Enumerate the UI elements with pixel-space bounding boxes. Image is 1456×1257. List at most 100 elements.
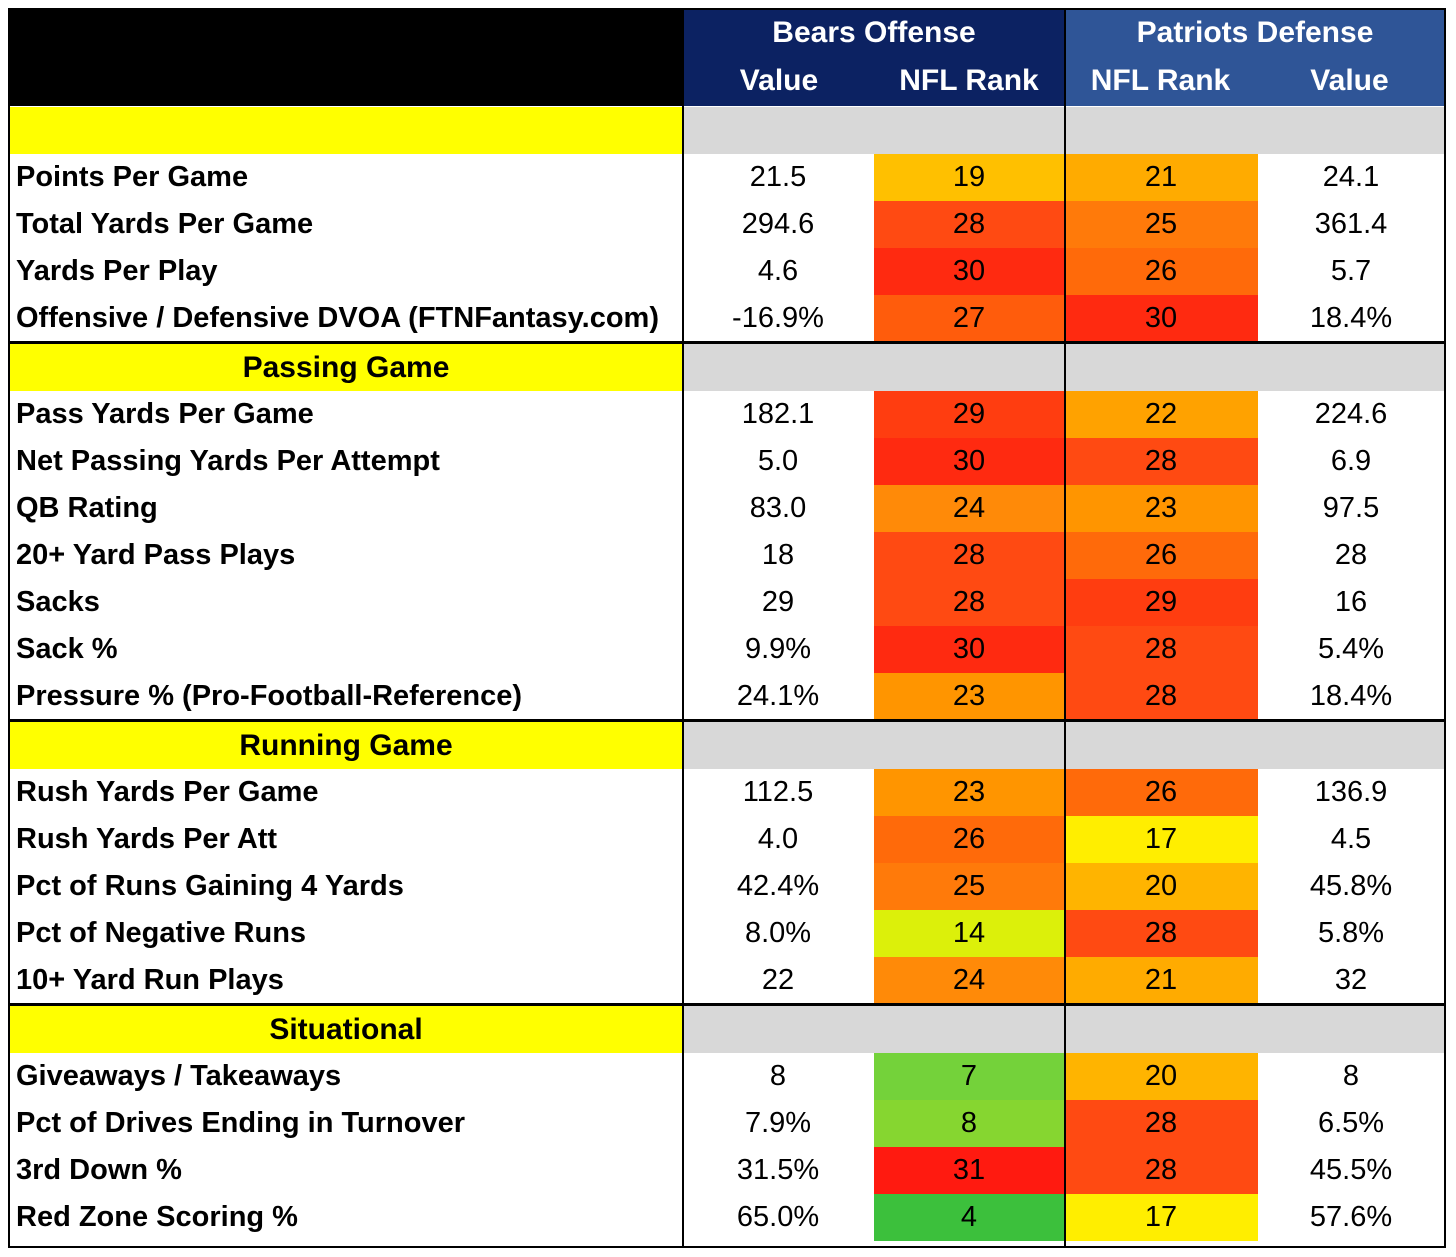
patriots-rank-header: NFL Rank	[1090, 64, 1231, 97]
patriots-value: 5.4%	[1317, 633, 1385, 665]
patriots-value: 24.1	[1322, 161, 1380, 193]
team-column-divider	[1064, 10, 1066, 1246]
section-header: Situational	[10, 1006, 1444, 1053]
bears-value: 5.0	[757, 445, 799, 477]
metric-label: 20+ Yard Pass Plays	[16, 539, 296, 571]
patriots-value: 45.5%	[1309, 1154, 1393, 1186]
label-column-divider	[682, 10, 684, 1246]
metric-label: Pressure % (Pro-Football-Reference)	[16, 680, 523, 712]
bears-value: 4.0	[757, 823, 799, 855]
patriots-value: 97.5	[1322, 492, 1380, 524]
bears-rank: 30	[874, 626, 1064, 673]
patriots-rank: 20	[1064, 863, 1258, 910]
section-header	[10, 107, 1444, 154]
section-title: Running Game	[10, 722, 682, 769]
patriots-rank: 26	[1064, 532, 1258, 579]
patriots-value: 361.4	[1314, 208, 1388, 240]
patriots-value: 57.6%	[1309, 1201, 1393, 1233]
bears-value: 83.0	[749, 492, 807, 524]
metric-label: 10+ Yard Run Plays	[16, 964, 284, 996]
table-row: Offensive / Defensive DVOA (FTNFantasy.c…	[10, 295, 1444, 342]
patriots-rank: 21	[1064, 154, 1258, 201]
table-row: QB Rating 83.0 24 23 97.5	[10, 485, 1444, 532]
metric-label: Pass Yards Per Game	[16, 398, 314, 430]
section-divider	[10, 1003, 1444, 1006]
metric-label: Pct of Runs Gaining 4 Yards	[16, 870, 404, 902]
patriots-value: 136.9	[1314, 776, 1388, 808]
patriots-rank: 28	[1064, 910, 1258, 957]
patriots-rank: 28	[1064, 1100, 1258, 1147]
table-row: Pass Yards Per Game 182.1 29 22 224.6	[10, 391, 1444, 438]
table-row: Points Per Game 21.5 19 21 24.1	[10, 154, 1444, 201]
bears-value: 7.9%	[744, 1107, 812, 1139]
patriots-value: 6.9	[1330, 445, 1372, 477]
section-header: Running Game	[10, 722, 1444, 769]
patriots-rank: 17	[1064, 1194, 1258, 1241]
bears-value: -16.9%	[732, 302, 824, 334]
patriots-rank: 25	[1064, 201, 1258, 248]
bears-value-header: Value	[739, 64, 819, 97]
section-divider	[10, 341, 1444, 344]
metric-label: Pct of Negative Runs	[16, 917, 307, 949]
bears-rank: 25	[874, 863, 1064, 910]
bears-value: 65.0%	[736, 1201, 820, 1233]
bears-value: 31.5%	[736, 1154, 820, 1186]
patriots-rank: 21	[1064, 957, 1258, 1004]
metric-label: Offensive / Defensive DVOA (FTNFantasy.c…	[16, 302, 659, 334]
bears-rank: 28	[874, 201, 1064, 248]
bears-rank: 4	[874, 1194, 1064, 1241]
patriots-value: 18.4%	[1309, 680, 1393, 712]
bears-rank: 19	[874, 154, 1064, 201]
patriots-value: 45.8%	[1309, 870, 1393, 902]
table-row: Pct of Negative Runs 8.0% 14 28 5.8%	[10, 910, 1444, 957]
table-row: Net Passing Yards Per Attempt 5.0 30 28 6.9	[10, 438, 1444, 485]
section-divider	[10, 719, 1444, 722]
bears-value: 112.5	[742, 776, 814, 808]
patriots-value: 6.5%	[1317, 1107, 1385, 1139]
metric-label: Pct of Drives Ending in Turnover	[16, 1107, 466, 1139]
patriots-rank: 30	[1064, 295, 1258, 342]
patriots-rank: 17	[1064, 816, 1258, 863]
patriots-value: 8	[1342, 1060, 1360, 1092]
patriots-value: 4.5	[1330, 823, 1372, 855]
bears-offense-title: Bears Offense	[772, 16, 976, 49]
table-row: Sack % 9.9% 30 28 5.4%	[10, 626, 1444, 673]
patriots-value: 5.7	[1330, 255, 1372, 287]
table-row: Yards Per Play 4.6 30 26 5.7	[10, 248, 1444, 295]
patriots-value: 5.8%	[1317, 917, 1385, 949]
patriots-value: 18.4%	[1309, 302, 1393, 334]
metric-label: Total Yards Per Game	[16, 208, 314, 240]
table-row: Giveaways / Takeaways 8 7 20 8	[10, 1053, 1444, 1100]
table-row: Rush Yards Per Att 4.0 26 17 4.5	[10, 816, 1444, 863]
stats-comparison-table: Bears Offense Value NFL Rank Patriots De…	[8, 8, 1446, 1248]
section-gray-band	[682, 1006, 1444, 1053]
patriots-rank: 29	[1064, 579, 1258, 626]
metric-label: QB Rating	[16, 492, 158, 524]
table-row: Pressure % (Pro-Football-Reference) 24.1%…	[10, 673, 1444, 720]
table-row: Rush Yards Per Game 112.5 23 26 136.9	[10, 769, 1444, 816]
section-gray-band	[682, 722, 1444, 769]
bears-value: 294.6	[741, 208, 815, 240]
metric-label: Sacks	[16, 586, 100, 618]
bears-value: 29	[761, 586, 795, 618]
patriots-rank: 20	[1064, 1053, 1258, 1100]
bears-rank: 23	[874, 673, 1064, 720]
section-gray-band	[682, 107, 1444, 154]
bears-rank: 27	[874, 295, 1064, 342]
table-row: Pct of Runs Gaining 4 Yards 42.4% 25 20 45.8…	[10, 863, 1444, 910]
bears-rank: 8	[874, 1100, 1064, 1147]
section-header: Passing Game	[10, 344, 1444, 391]
patriots-rank: 22	[1064, 391, 1258, 438]
bears-rank: 26	[874, 816, 1064, 863]
patriots-defense-header: Patriots Defense NFL Rank Value	[1066, 10, 1444, 106]
patriots-rank: 23	[1064, 485, 1258, 532]
table-row: 20+ Yard Pass Plays 18 28 26 28	[10, 532, 1444, 579]
bears-value: 4.6	[757, 255, 799, 287]
patriots-value: 32	[1334, 964, 1368, 996]
bears-rank: 31	[874, 1147, 1064, 1194]
patriots-rank: 28	[1064, 1147, 1258, 1194]
metric-label: Points Per Game	[16, 161, 249, 193]
bears-value: 8	[769, 1060, 787, 1092]
bears-value: 8.0%	[744, 917, 812, 949]
metric-label: Net Passing Yards Per Attempt	[16, 445, 440, 477]
